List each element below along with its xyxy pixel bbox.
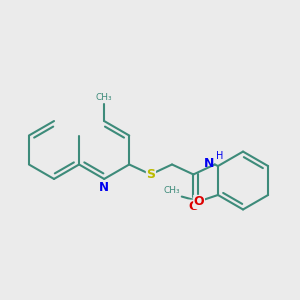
Text: S: S [146,168,155,181]
Text: CH₃: CH₃ [164,186,181,195]
Text: O: O [194,195,204,208]
Text: CH₃: CH₃ [96,92,112,101]
Text: N: N [99,182,109,194]
Text: H: H [216,151,223,161]
Text: N: N [203,157,214,170]
Text: O: O [189,200,200,213]
